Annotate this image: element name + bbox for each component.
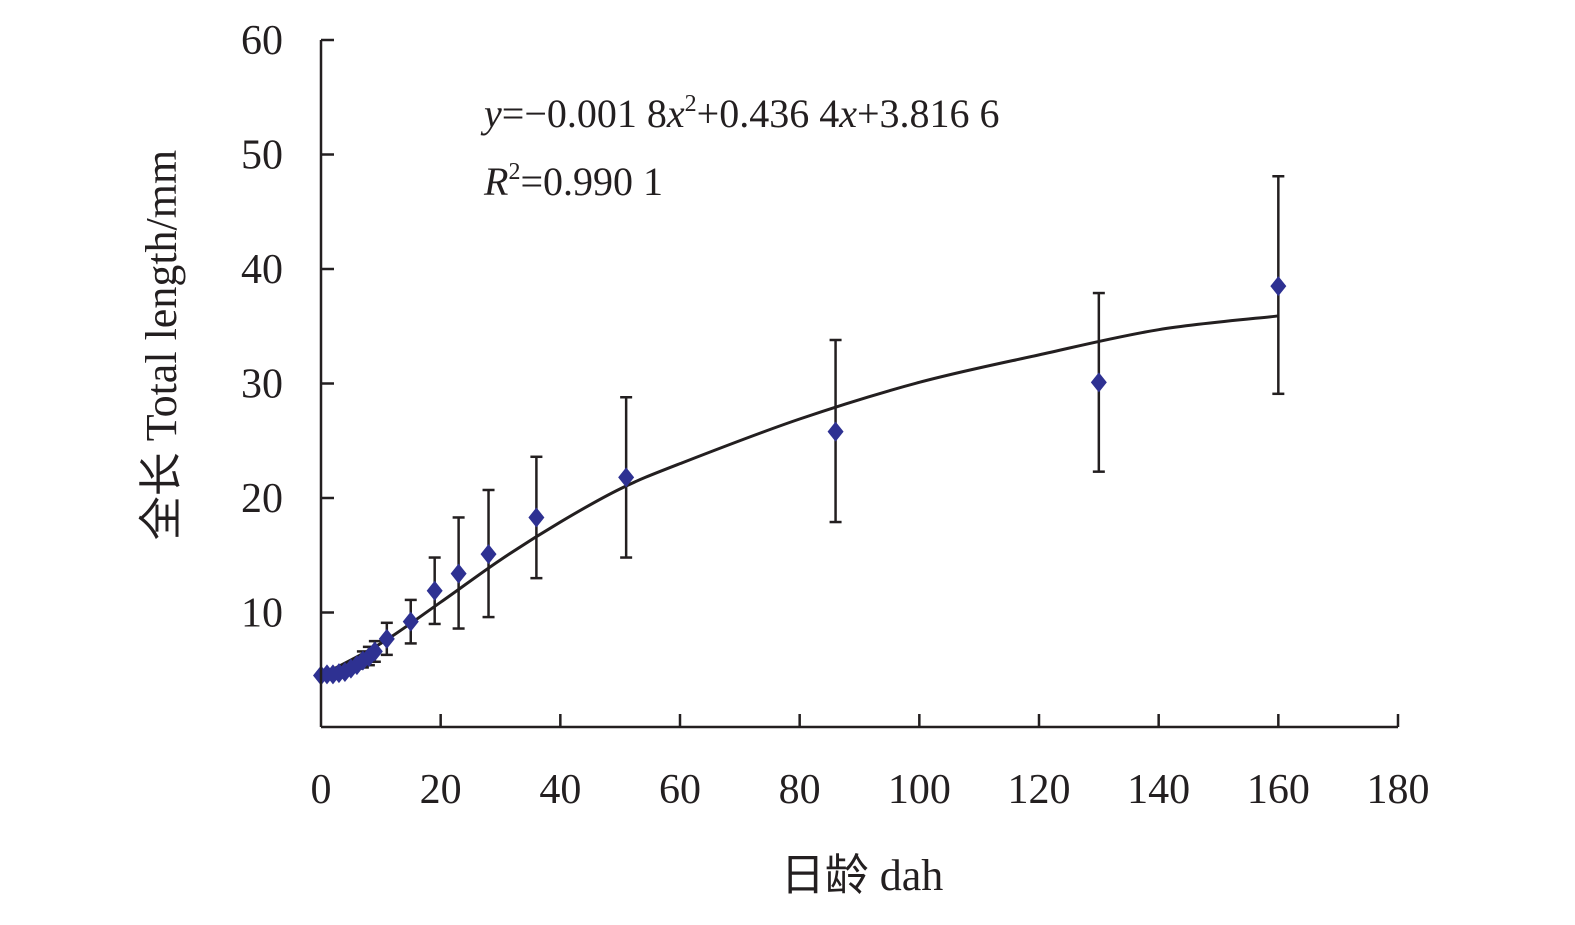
- tick-labels: 0 20 40 60 80 100 120 140 160 180 10 20 30 40 50 60: [241, 18, 1430, 813]
- r-squared-label: R2=0.990 1: [483, 159, 663, 204]
- y-axis-label: 全长 Total length/mm: [137, 150, 186, 540]
- data-point: [1270, 276, 1287, 297]
- data-point: [1090, 372, 1107, 393]
- equation-label: y=−0.001 8x2+0.436 4x+3.816 6: [480, 91, 1000, 136]
- y-tick-label: 10: [241, 591, 283, 637]
- fit-curve: [320, 314, 1279, 677]
- data-point: [528, 507, 545, 528]
- x-tick-label: 40: [539, 767, 581, 813]
- x-tick-label: 180: [1367, 767, 1430, 813]
- data-point: [402, 611, 419, 632]
- axes: [319, 38, 1400, 729]
- x-tick-label: 20: [420, 767, 462, 813]
- y-tick-label: 50: [241, 133, 283, 179]
- data-points: [313, 276, 1287, 686]
- data-point: [378, 628, 395, 649]
- y-tick-label: 30: [241, 362, 283, 408]
- x-tick-label: 140: [1127, 767, 1190, 813]
- x-tick-label: 120: [1008, 767, 1071, 813]
- y-tick-label: 60: [241, 18, 283, 64]
- y-tick-label: 20: [241, 476, 283, 522]
- x-tick-label: 100: [888, 767, 951, 813]
- error-bars: [344, 175, 1285, 673]
- data-point: [480, 544, 497, 565]
- data-point: [426, 580, 443, 601]
- x-tick-label: 60: [659, 767, 701, 813]
- data-point: [618, 467, 635, 488]
- fit-curve-group: [320, 314, 1279, 677]
- x-axis-label: 日龄 dah: [781, 851, 944, 900]
- data-point: [827, 421, 844, 442]
- x-tick-label: 0: [311, 767, 332, 813]
- y-tick-label: 40: [241, 247, 283, 293]
- data-point: [450, 563, 467, 584]
- data-point: [366, 641, 383, 662]
- x-tick-label: 80: [779, 767, 821, 813]
- x-tick-label: 160: [1247, 767, 1310, 813]
